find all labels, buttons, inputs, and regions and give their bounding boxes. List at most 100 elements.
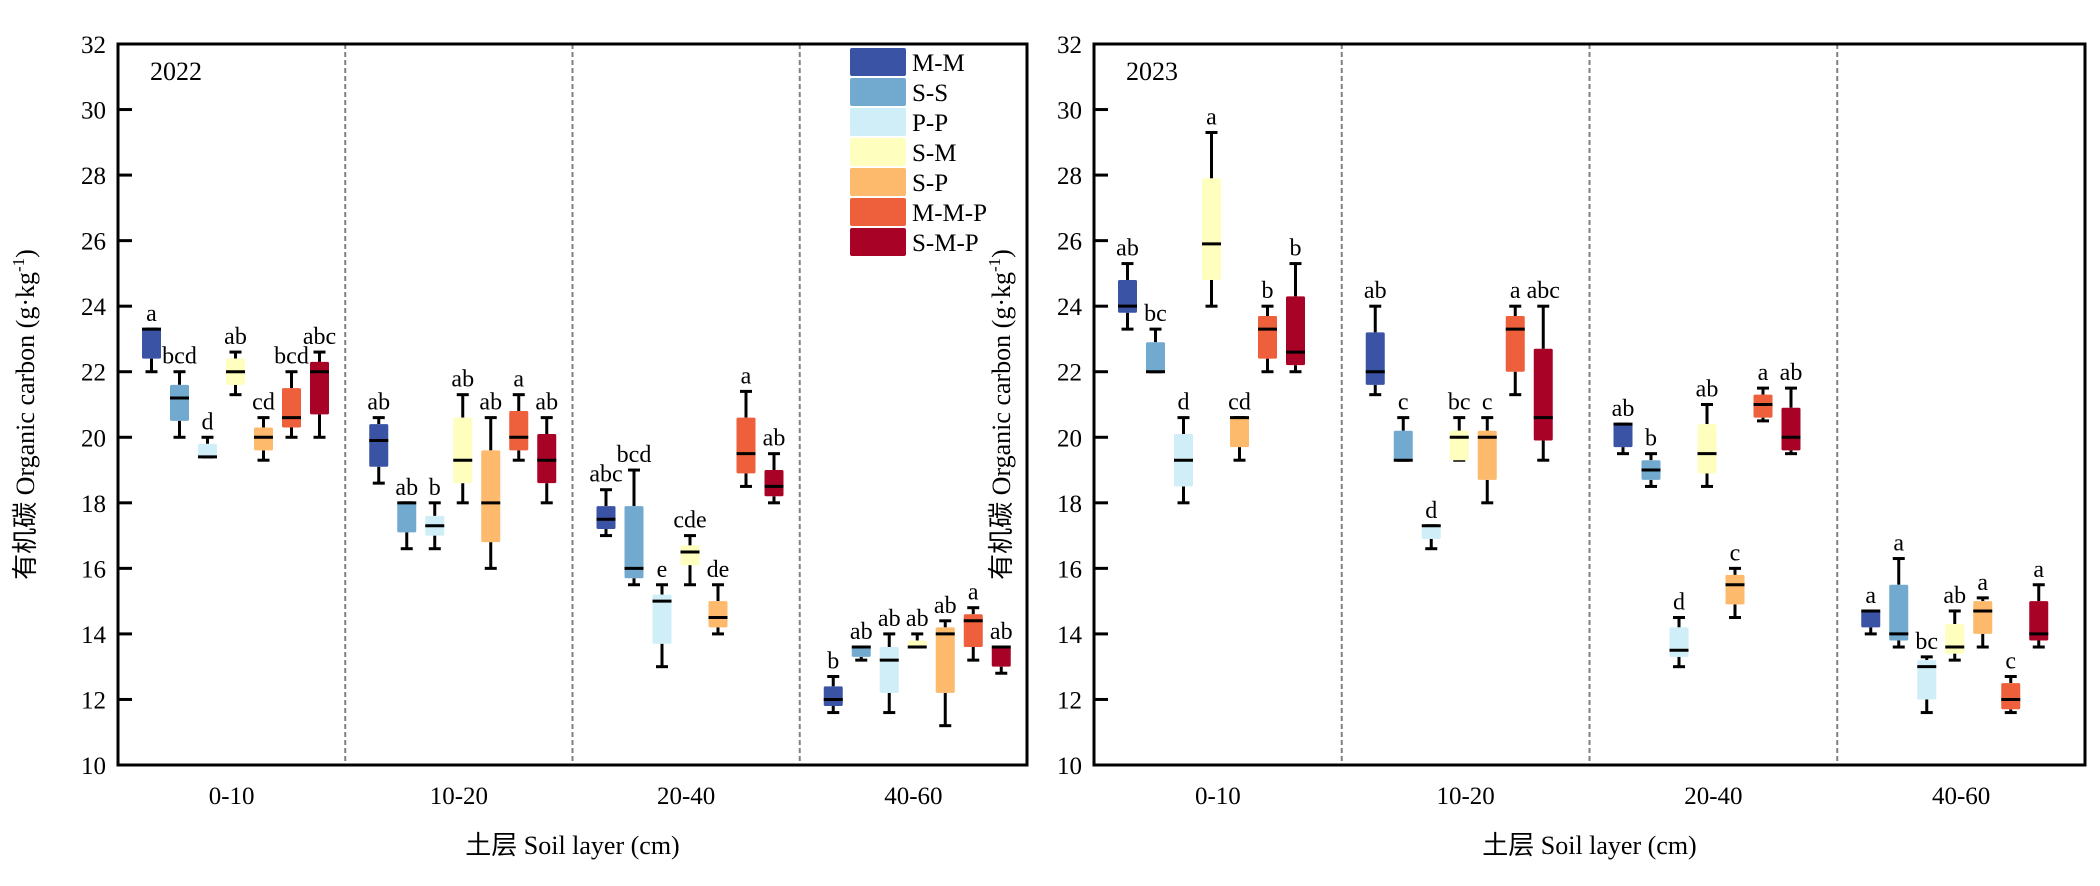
- box-iqr: [142, 329, 161, 359]
- x-axis-label: 土层 Soil layer (cm): [465, 831, 679, 860]
- x-tick-label: 10-20: [430, 783, 488, 810]
- significance-letter: abc: [1527, 278, 1560, 304]
- x-tick-label: 40-60: [1932, 783, 1990, 810]
- significance-letter: d: [1178, 390, 1190, 416]
- significance-letter: ab: [451, 367, 474, 393]
- box-S-S-40-60: a: [1889, 531, 1909, 649]
- y-tick-label: 22: [81, 360, 106, 387]
- legend: M-M S-S P-P S-M S-P M-M-P S-M-P: [850, 48, 987, 257]
- y-axis-label: 有机碳 Organic carbon (g·kg-1): [985, 249, 1016, 580]
- legend-label: S-P: [912, 170, 948, 197]
- legend-item-S-S: S-S: [850, 78, 948, 107]
- significance-letter: ab: [763, 426, 786, 452]
- significance-letter: b: [827, 649, 839, 675]
- box-M-M-40-60: a: [1861, 583, 1881, 636]
- significance-letter: bc: [1915, 629, 1938, 655]
- significance-letter: ab: [878, 606, 901, 632]
- significance-letter: c: [1398, 390, 1409, 416]
- significance-letter: bc: [1144, 301, 1167, 327]
- significance-letter: bcd: [162, 344, 197, 370]
- legend-label: M-M-P: [912, 200, 987, 227]
- legend-label: P-P: [912, 110, 948, 137]
- box-P-P-20-40: e: [652, 557, 672, 669]
- panel-year-label: 2022: [150, 57, 202, 86]
- box-iqr: [1505, 316, 1525, 372]
- y-tick-label: 18: [1057, 491, 1082, 518]
- box-S-M-0-10: a: [1202, 104, 1221, 308]
- significance-letter: ab: [1943, 583, 1966, 609]
- significance-letter: ab: [1364, 278, 1387, 304]
- y-tick-label: 14: [81, 622, 107, 649]
- box-S-M-P-40-60: a: [2029, 557, 2049, 649]
- legend-swatch: [850, 228, 906, 256]
- box-M-M-P-40-60: a: [963, 580, 983, 662]
- significance-letter: bc: [1448, 390, 1471, 416]
- y-tick-label: 30: [1057, 98, 1082, 125]
- legend-swatch: [850, 78, 906, 106]
- legend-swatch: [850, 198, 906, 226]
- box-iqr: [1973, 601, 1993, 634]
- box-iqr: [708, 601, 728, 628]
- significance-letter: bcd: [617, 442, 652, 468]
- box-S-S-10-20: c: [1393, 390, 1413, 462]
- box-iqr: [481, 450, 501, 543]
- significance-letter: a: [2033, 557, 2044, 583]
- significance-letter: d: [1673, 590, 1685, 616]
- significance-letter: abc: [303, 324, 336, 350]
- plot-frame: [1092, 42, 2087, 767]
- box-iqr: [935, 627, 955, 693]
- x-axis-label: 土层 Soil layer (cm): [1482, 831, 1696, 860]
- box-iqr: [537, 433, 557, 484]
- legend-swatch: [850, 138, 906, 166]
- box-iqr: [991, 647, 1011, 667]
- y-tick-label: 18: [81, 491, 106, 518]
- y-label-superscript: -1: [9, 258, 28, 272]
- significance-letter: ab: [1696, 377, 1719, 403]
- box-M-M-10-20: ab: [1364, 278, 1387, 397]
- box-iqr: [596, 506, 616, 530]
- box-iqr: [1421, 525, 1441, 539]
- box-iqr: [680, 545, 700, 566]
- significance-letter: ab: [224, 324, 247, 350]
- box-P-P-0-10: d: [198, 409, 217, 459]
- box-P-P-10-20: d: [1421, 498, 1441, 551]
- y-tick-label: 12: [81, 687, 106, 714]
- legend-item-S-P: S-P: [850, 168, 948, 197]
- y-tick-label: 28: [1057, 163, 1082, 190]
- box-P-P-0-10: d: [1174, 390, 1193, 505]
- y-tick-label: 32: [1057, 32, 1082, 59]
- y-label-end: ): [987, 249, 1016, 258]
- y-tick-label: 24: [81, 294, 107, 321]
- box-S-M-20-40: cde: [673, 508, 707, 587]
- box-iqr: [369, 424, 389, 467]
- box-S-M-P-10-20: ab: [535, 390, 558, 505]
- box-M-M-P-10-20: a: [1505, 278, 1525, 397]
- x-tick-label: 0-10: [1195, 783, 1241, 810]
- legend-item-M-M: M-M: [850, 48, 965, 77]
- significance-letter: d: [1425, 498, 1437, 524]
- box-M-M-P-10-20: a: [509, 367, 529, 462]
- y-tick-label: 30: [81, 98, 106, 125]
- significance-letter: a: [968, 580, 979, 606]
- box-iqr: [1365, 332, 1385, 385]
- y-label-main: 有机碳 Organic carbon (g·kg: [11, 272, 40, 580]
- box-S-M-40-60: ab: [906, 606, 929, 649]
- significance-letter: ab: [535, 390, 558, 416]
- box-iqr: [1889, 584, 1909, 641]
- box-iqr: [963, 614, 983, 648]
- box-M-M-0-10: a: [142, 301, 161, 374]
- box-S-M-P-0-10: b: [1286, 236, 1305, 374]
- box-S-P-20-40: c: [1725, 540, 1745, 620]
- box-P-P-40-60: ab: [878, 606, 901, 715]
- box-S-P-10-20: ab: [479, 390, 502, 570]
- box-S-P-0-10: cd: [1228, 390, 1251, 462]
- box-S-S-20-40: b: [1641, 426, 1661, 488]
- significance-letter: b: [1262, 278, 1274, 304]
- significance-letter: ab: [1780, 360, 1803, 386]
- box-S-M-P-0-10: abc: [303, 324, 336, 439]
- significance-letter: ab: [1116, 236, 1139, 262]
- significance-letter: de: [707, 557, 730, 583]
- box-iqr: [1753, 394, 1773, 418]
- plot-frame: [116, 42, 1029, 767]
- significance-letter: d: [202, 409, 214, 435]
